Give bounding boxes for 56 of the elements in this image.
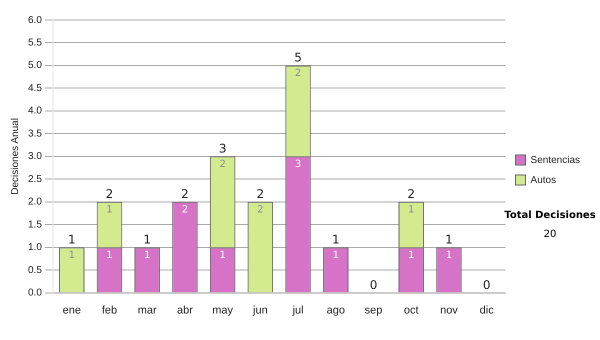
total-label: 1 [445,232,453,246]
y-tick-label: 4.0 [28,106,42,117]
total-label: 2 [181,186,189,201]
annotation: Total Decisiones [503,210,597,221]
y-tick-label: 2.5 [28,174,42,185]
total-label: 3 [218,142,226,156]
y-tick-label: 3.0 [28,151,42,162]
total-label: 1 [143,232,152,246]
x-tick-label: jun [252,304,268,316]
x-tick-label: ago [326,304,345,316]
data-label: 1 [144,250,150,261]
data-label: 2 [182,204,188,216]
data-label: 2 [219,158,226,170]
legend-label: Autos [530,174,556,186]
data-label: 1 [106,204,113,216]
data-label: 1 [106,250,113,261]
x-tick-label: sep [364,304,382,316]
total-label: 2 [256,186,264,201]
y-tick-label: 6.0 [28,14,42,26]
y-axis-title: Decisiones Anual [10,118,21,195]
x-tick-label: dic [480,304,494,316]
y-tick-label: 5.5 [28,37,42,48]
y-tick-label: 3.5 [28,128,42,140]
y-tick-label: 4.5 [28,82,42,94]
total-label: 2 [407,186,416,201]
data-label: 3 [294,158,302,170]
y-tick-label: 1.0 [28,242,42,254]
data-label: 2 [257,204,264,216]
total-label: 0 [370,278,378,292]
x-tick-label: feb [102,304,118,316]
data-label: 1 [408,250,414,261]
data-label: 1 [446,250,452,261]
x-tick-label: abr [176,304,194,316]
x-tick-label: ene [62,304,81,316]
data-label: 1 [332,250,339,261]
x-tick-label: nov [440,304,458,316]
data-label: 1 [219,250,226,261]
total-label: 2 [106,186,114,201]
y-tick-label: 5.0 [28,60,42,72]
total-label: 5 [294,50,302,65]
data-label: 2 [294,68,302,80]
x-tick-label: may [212,304,234,316]
data-label: 1 [68,250,75,261]
x-tick-label: mar [138,304,157,316]
total-label: 1 [332,232,340,246]
text: 20 [542,229,558,240]
y-tick-label: 0.0 [28,288,42,299]
y-tick-label: 0.5 [28,264,42,276]
x-tick-label: oct [404,304,419,316]
y-tick-label: 2.0 [28,196,42,208]
x-tick-label: jul [292,304,304,316]
legend-label: Sentencias [530,154,580,166]
data-label: 1 [408,204,414,216]
total-label: 1 [68,232,76,246]
y-tick-label: 1.5 [28,219,42,230]
total-label: 0 [482,278,490,292]
